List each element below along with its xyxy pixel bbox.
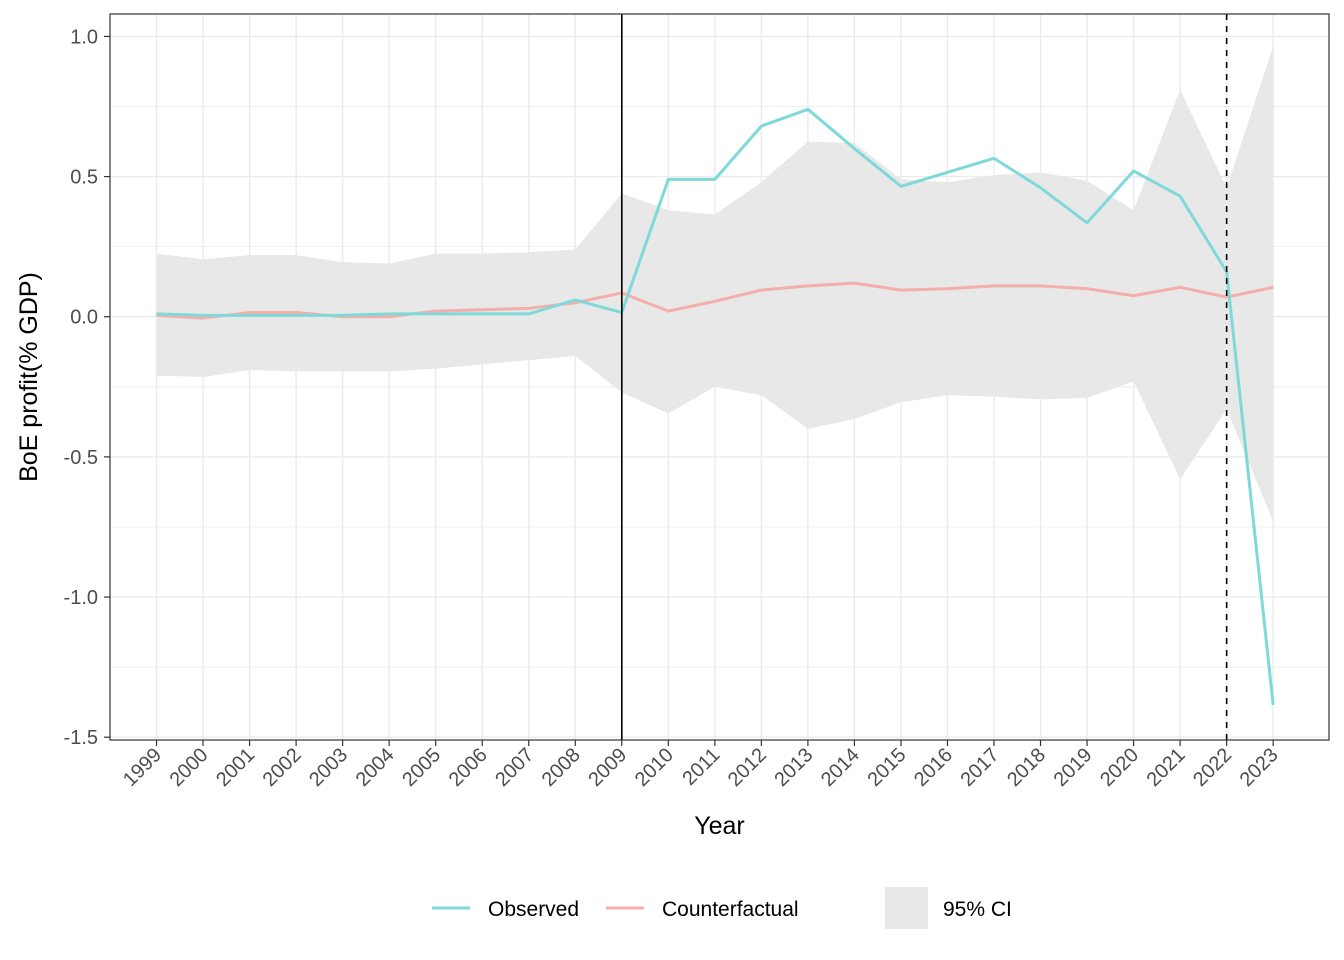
legend: Observed Counterfactual 95% CI	[432, 887, 1012, 929]
legend-label-ci: 95% CI	[943, 898, 1012, 921]
y-tick-label: 1.0	[70, 26, 98, 48]
y-tick-label: 0.0	[70, 307, 98, 329]
x-axis-title: Year	[694, 812, 745, 840]
legend-label-counterfactual: Counterfactual	[662, 898, 799, 921]
vertical-reference-lines	[620, 14, 1228, 740]
y-tick-label: -1.0	[64, 587, 98, 609]
confidence-band-layer	[156, 46, 1274, 522]
y-tick-label: -0.5	[64, 447, 98, 469]
y-axis: 1.0 0.5 0.0 -0.5 -1.0 -1.5	[64, 26, 110, 749]
plot-panel-border	[109, 13, 1330, 741]
y-tick-label: -1.5	[64, 727, 98, 749]
y-tick-label: 0.5	[70, 167, 98, 189]
series-layer	[156, 107, 1275, 706]
legend-label-observed: Observed	[488, 898, 579, 921]
legend-key-ci	[885, 887, 928, 929]
ci-band-area	[156, 46, 1274, 522]
y-axis-title: BoE profit(% GDP)	[15, 272, 43, 482]
series-line-observed	[156, 107, 1275, 706]
